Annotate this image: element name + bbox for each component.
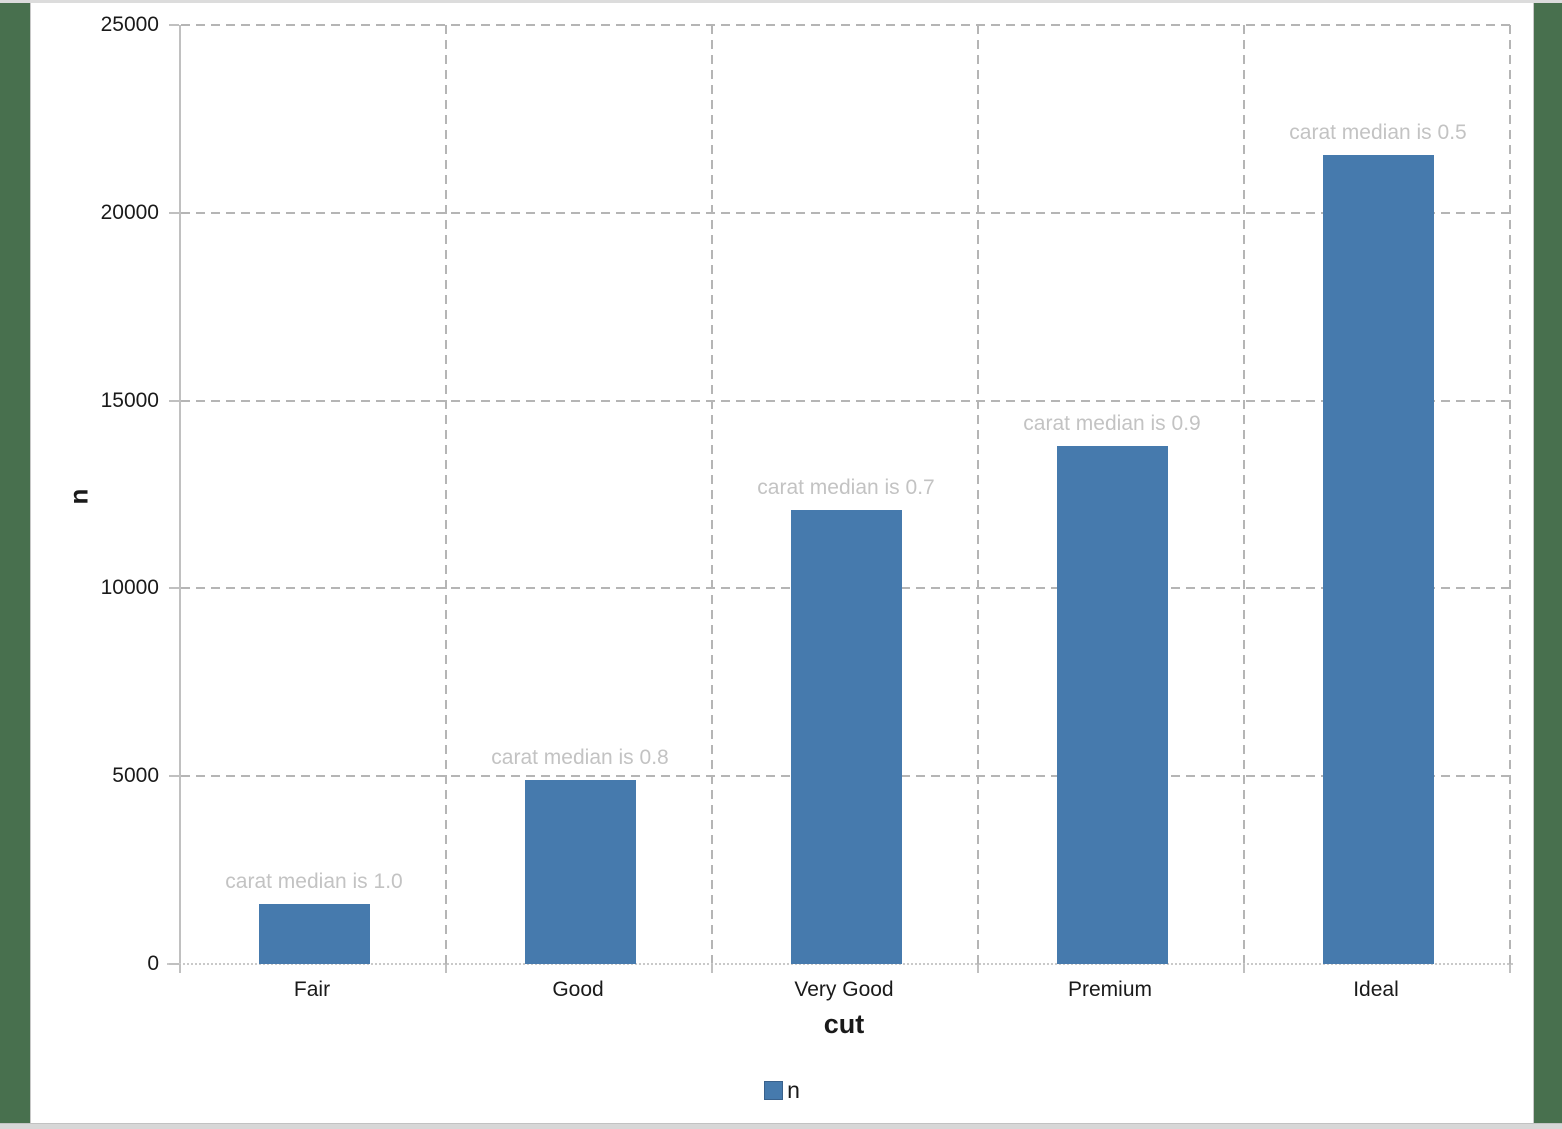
annotation-ideal: carat median is 0.5 bbox=[1289, 120, 1467, 144]
bar-ideal[interactable] bbox=[1322, 154, 1434, 964]
annotation-premium: carat median is 0.9 bbox=[1023, 412, 1201, 436]
y-tick-mark bbox=[169, 775, 179, 778]
y-tick-mark bbox=[169, 211, 179, 214]
x-tick-mark bbox=[711, 964, 713, 973]
y-tick-label-15000: 15000 bbox=[100, 388, 159, 412]
x-tick-mark bbox=[445, 964, 447, 973]
y-tick-label-25000: 25000 bbox=[100, 13, 159, 36]
y-tick-label-10000: 10000 bbox=[100, 576, 159, 600]
bar-very-good[interactable] bbox=[790, 510, 902, 964]
plot-area: carat median is 1.0 carat median is 0.8 ca… bbox=[167, 24, 1513, 973]
legend[interactable]: n bbox=[31, 1077, 1533, 1103]
y-tick-label-5000: 5000 bbox=[112, 764, 159, 788]
v-gridline-1 bbox=[445, 25, 447, 964]
window-frame-bottom bbox=[0, 1123, 1562, 1129]
window-frame-top bbox=[0, 0, 1562, 3]
v-gridline-5 bbox=[1509, 25, 1511, 964]
x-tick-mark bbox=[1243, 964, 1245, 973]
y-tick-mark bbox=[169, 24, 179, 26]
bar-fair[interactable] bbox=[258, 903, 370, 964]
y-tick-mark bbox=[169, 587, 179, 590]
x-tick-mark bbox=[1509, 964, 1511, 973]
x-axis-title: cut bbox=[823, 1009, 865, 1039]
legend-color-swatch bbox=[764, 1080, 784, 1100]
y-tick-label-20000: 20000 bbox=[100, 200, 159, 224]
bar-premium[interactable] bbox=[1056, 446, 1168, 964]
legend-series-label: n bbox=[787, 1076, 800, 1103]
y-axis-title: n bbox=[63, 488, 94, 505]
annotation-good: carat median is 0.8 bbox=[491, 745, 669, 769]
x-tick-label-ideal: Ideal bbox=[1353, 978, 1399, 1001]
annotation-very-good: carat median is 0.7 bbox=[757, 476, 935, 500]
y-tick-mark bbox=[169, 399, 179, 402]
x-axis-line bbox=[167, 963, 1513, 965]
bar-good[interactable] bbox=[524, 779, 636, 964]
chart-canvas: n 0 5000 10000 15000 20000 25000 carat median… bbox=[30, 3, 1534, 1124]
v-gridline-3 bbox=[977, 25, 979, 964]
h-gridline-25000 bbox=[181, 24, 1511, 26]
y-tick-mark bbox=[169, 963, 179, 965]
h-gridline-20000 bbox=[181, 211, 1511, 214]
v-gridline-4 bbox=[1243, 25, 1245, 964]
x-tick-label-very-good: Very Good bbox=[794, 978, 894, 1001]
annotation-fair: carat median is 1.0 bbox=[225, 869, 403, 893]
h-gridline-15000 bbox=[181, 399, 1511, 402]
y-tick-label-0: 0 bbox=[147, 952, 159, 975]
v-gridline-2 bbox=[711, 25, 713, 964]
x-tick-label-fair: Fair bbox=[293, 978, 331, 1001]
x-tick-label-good: Good bbox=[552, 978, 604, 1001]
x-tick-mark bbox=[179, 964, 181, 973]
x-tick-mark bbox=[977, 964, 979, 973]
x-tick-label-premium: Premium bbox=[1067, 978, 1152, 1001]
